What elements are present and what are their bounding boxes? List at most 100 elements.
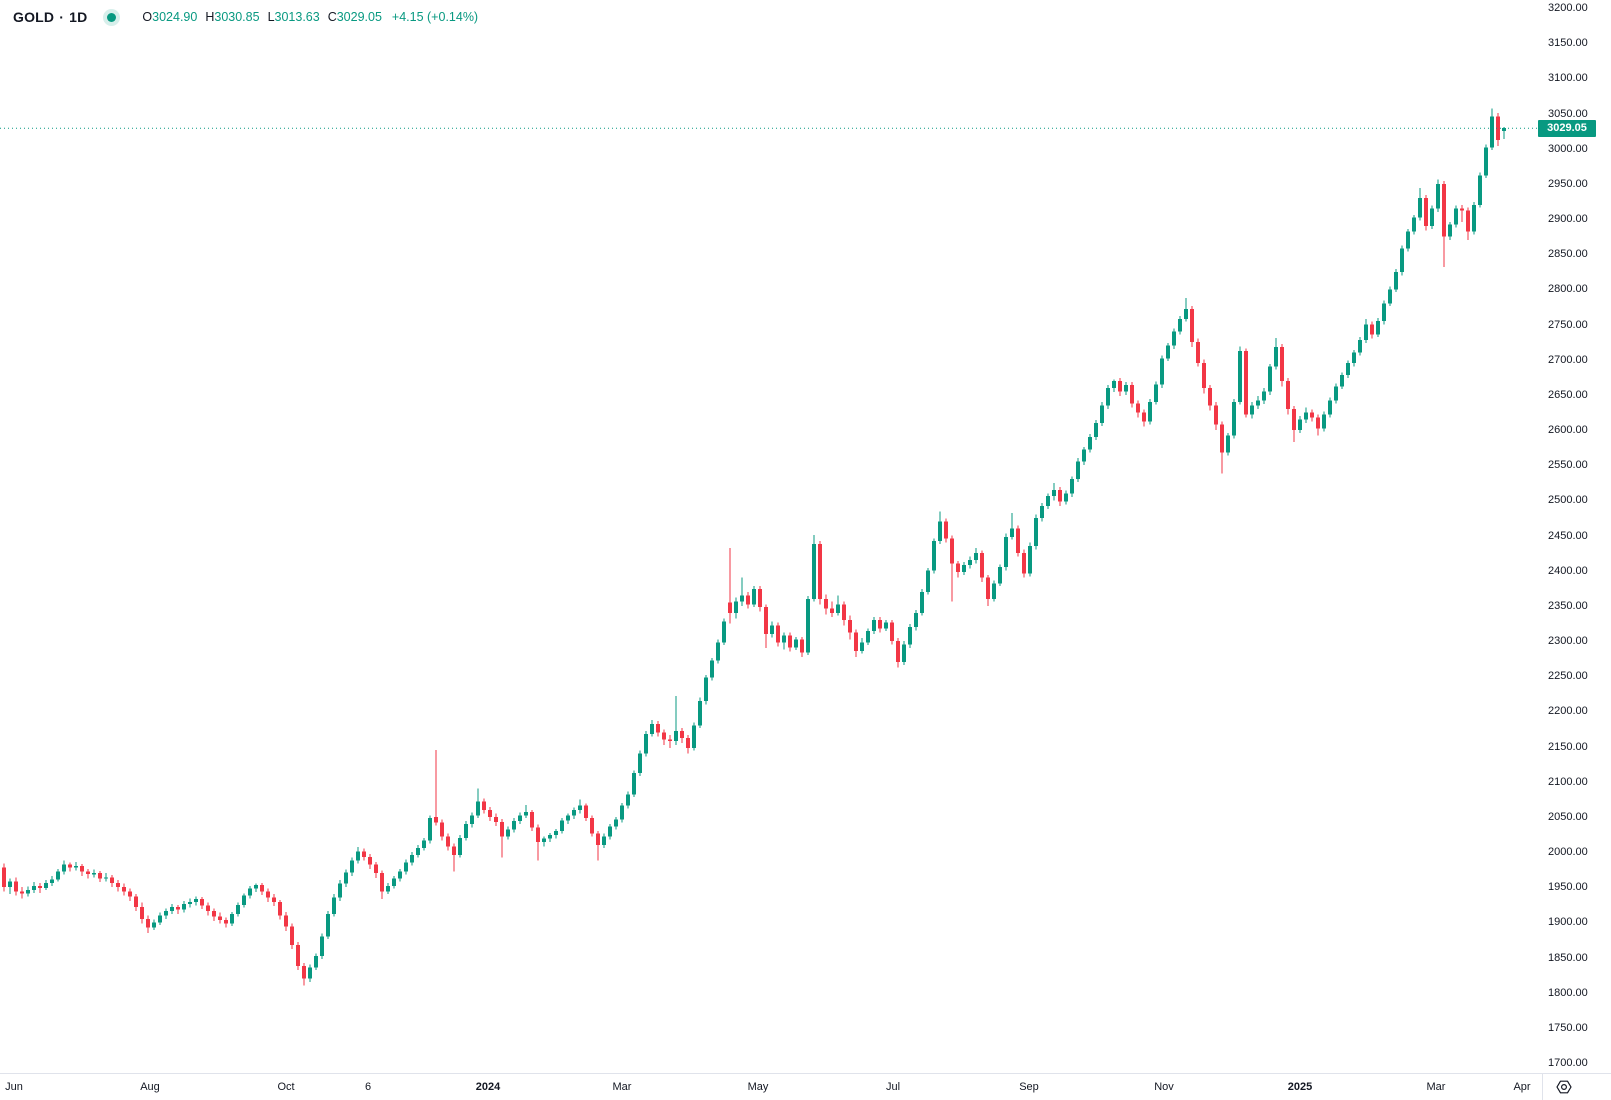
candle (410, 854, 414, 863)
candle (866, 631, 870, 643)
candle (1052, 489, 1056, 497)
price-axis-label: 2350.00 (1548, 599, 1588, 612)
price-axis-label: 2600.00 (1548, 424, 1588, 436)
candle (1214, 405, 1218, 425)
candle (950, 538, 954, 564)
candle (602, 836, 606, 845)
price-axis-label: 3100.00 (1548, 72, 1588, 85)
candle (818, 543, 822, 599)
candle (992, 583, 996, 599)
candle (554, 830, 558, 836)
candle (1250, 405, 1254, 415)
price-axis-label: 2300.00 (1548, 635, 1588, 647)
time-axis-label: Oct (277, 1081, 295, 1093)
candle (1220, 424, 1224, 453)
current-price-label: 3029.05 (1538, 119, 1596, 137)
price-axis-label: 2050.00 (1548, 810, 1588, 823)
candle (794, 639, 798, 648)
candle (986, 577, 990, 599)
candle (170, 906, 174, 912)
time-axis-label: Jul (885, 1081, 901, 1093)
candle (254, 885, 258, 889)
candle (284, 915, 288, 927)
candle (722, 621, 726, 643)
candle (710, 660, 714, 678)
candle (1292, 408, 1296, 430)
candle (248, 888, 252, 896)
candle (326, 913, 330, 937)
candle (26, 889, 30, 894)
low-label: L (267, 10, 275, 24)
time-axis-label: Mar (612, 1081, 632, 1093)
ohlc-readout: O3024.90 H3030.85 L3013.63 C3029.05 +4.1… (142, 10, 478, 24)
candle (1352, 352, 1356, 364)
candle (440, 822, 444, 837)
symbol-separator: · (59, 9, 65, 25)
price-axis[interactable]: 3200.00 3150.00 3100.00 3050.00 3000.00 2950.… (1542, 0, 1611, 1073)
candle (188, 901, 192, 905)
candle (614, 819, 618, 827)
time-axis[interactable]: Jun Aug Oct 6 2024 Mar May Jul Sep Nov 2025 Mar Apr (0, 1073, 1611, 1100)
candle (74, 866, 78, 868)
candle (152, 922, 156, 928)
candle (1322, 414, 1326, 429)
time-axis-label: 2024 (475, 1081, 501, 1093)
candle (530, 811, 534, 828)
candle (1106, 387, 1110, 406)
candle (560, 820, 564, 831)
candle (1196, 342, 1200, 364)
candle (980, 553, 984, 578)
candle (1490, 116, 1494, 148)
candle (824, 598, 828, 609)
candle (716, 642, 720, 661)
time-axis-label: Jun (5, 1081, 23, 1093)
price-axis-label: 3200.00 (1548, 2, 1588, 14)
candle (1166, 345, 1170, 359)
price-axis-label: 2900.00 (1548, 213, 1588, 225)
candle (224, 920, 228, 924)
candle (1274, 347, 1278, 367)
candle (50, 879, 54, 883)
candle (746, 595, 750, 605)
candle (1304, 412, 1308, 420)
candle (812, 543, 816, 599)
candle (266, 891, 270, 898)
candle (386, 885, 390, 892)
price-axis-label: 1750.00 (1548, 1021, 1588, 1034)
time-axis-label: Sep (1019, 1081, 1039, 1093)
candle (1418, 197, 1422, 218)
candle (548, 835, 552, 839)
candle (1376, 320, 1380, 335)
candle (416, 847, 420, 855)
candle (38, 885, 42, 888)
candle (272, 897, 276, 902)
candle (1040, 505, 1044, 518)
candle (662, 732, 666, 740)
candle (1190, 309, 1194, 343)
candle (218, 916, 222, 921)
candle (1136, 403, 1140, 413)
candle (482, 801, 486, 810)
price-axis-label: 2450.00 (1548, 529, 1588, 542)
price-axis-label: 3150.00 (1548, 37, 1588, 50)
candle (926, 570, 930, 592)
candle (1094, 422, 1098, 438)
time-axis-label: Nov (1154, 1081, 1174, 1093)
candle (1298, 419, 1302, 430)
candle (776, 625, 780, 643)
candle (680, 731, 684, 739)
time-axis-label: 6 (364, 1081, 372, 1093)
candle (848, 619, 852, 633)
candle (80, 866, 84, 872)
price-axis-label: 1900.00 (1548, 916, 1588, 929)
candle (902, 644, 906, 663)
axis-settings-button[interactable] (1551, 1077, 1577, 1097)
candle (512, 821, 516, 830)
high-label: H (205, 10, 215, 24)
candle (908, 626, 912, 645)
candle (578, 805, 582, 810)
candle (1334, 386, 1338, 401)
series-marker-icon[interactable] (103, 8, 121, 26)
high-value: 3030.85 (214, 10, 260, 24)
